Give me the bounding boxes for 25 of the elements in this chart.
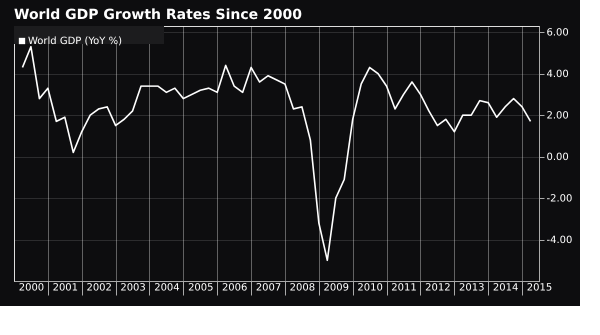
legend-label: World GDP (YoY %) bbox=[28, 36, 122, 47]
x-tick-label: 2007 bbox=[256, 282, 282, 294]
x-tick-label: 2015 bbox=[526, 282, 552, 294]
x-tick-label: 2009 bbox=[324, 282, 349, 294]
y-tick-label: 0.00 bbox=[546, 152, 569, 164]
y-tick-label: 6.00 bbox=[546, 28, 569, 39]
x-tick-label: 2002 bbox=[86, 282, 112, 294]
x-tick-label: 2008 bbox=[290, 282, 316, 294]
x-tick-label: 2006 bbox=[222, 282, 248, 294]
line-series bbox=[22, 46, 532, 262]
y-tick-label: -4.00 bbox=[546, 235, 572, 246]
x-tick-label: 2014 bbox=[492, 282, 518, 294]
x-tick-label: 2000 bbox=[18, 282, 44, 294]
y-tick-label: -2.00 bbox=[546, 194, 572, 205]
x-tick-label: 2003 bbox=[120, 282, 146, 294]
x-tick-label: 2005 bbox=[188, 282, 214, 294]
chart-title: World GDP Growth Rates Since 2000 bbox=[14, 7, 302, 23]
x-tick-label: 2012 bbox=[425, 282, 451, 294]
x-tick-label: 2001 bbox=[52, 282, 78, 294]
x-tick-label: 2010 bbox=[357, 282, 383, 294]
x-tick-label: 2013 bbox=[459, 282, 484, 294]
x-tick-label: 2004 bbox=[154, 282, 180, 294]
x-tick-label: 2011 bbox=[391, 282, 417, 294]
y-tick-label: 2.00 bbox=[546, 110, 569, 122]
y-tick-label: 4.00 bbox=[546, 69, 569, 80]
